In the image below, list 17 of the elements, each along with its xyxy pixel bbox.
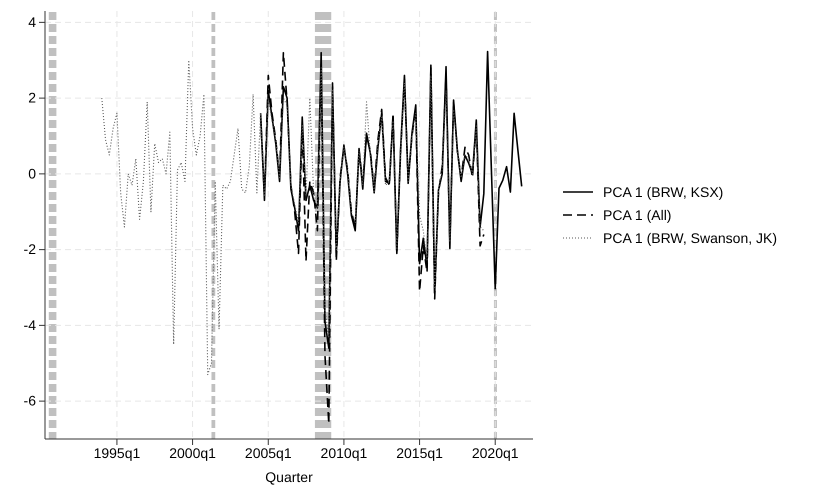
line-series	[101, 60, 484, 376]
x-tick-label: 2005q1	[244, 444, 292, 461]
x-axis-title: Quarter	[265, 469, 314, 485]
y-tick-label: 4	[28, 14, 36, 30]
x-tick-label: 1995q1	[94, 444, 140, 461]
x-tick-label: 2015q1	[396, 444, 444, 461]
x-tick-label: 2000q1	[169, 444, 216, 461]
legend-label: PCA 1 (All)	[603, 207, 672, 223]
legend-label: PCA 1 (BRW, Swanson, JK)	[603, 230, 778, 246]
legend-label: PCA 1 (BRW, KSX)	[603, 184, 724, 200]
y-tick-label: -4	[24, 316, 36, 333]
x-tick-label: 2020q1	[472, 444, 519, 461]
y-tick-label: 2	[28, 90, 36, 106]
y-tick-label: 0	[28, 165, 36, 182]
y-tick-label: -6	[24, 392, 36, 409]
y-tick-label: -2	[24, 241, 36, 258]
x-tick-label: 2010q1	[320, 444, 368, 461]
